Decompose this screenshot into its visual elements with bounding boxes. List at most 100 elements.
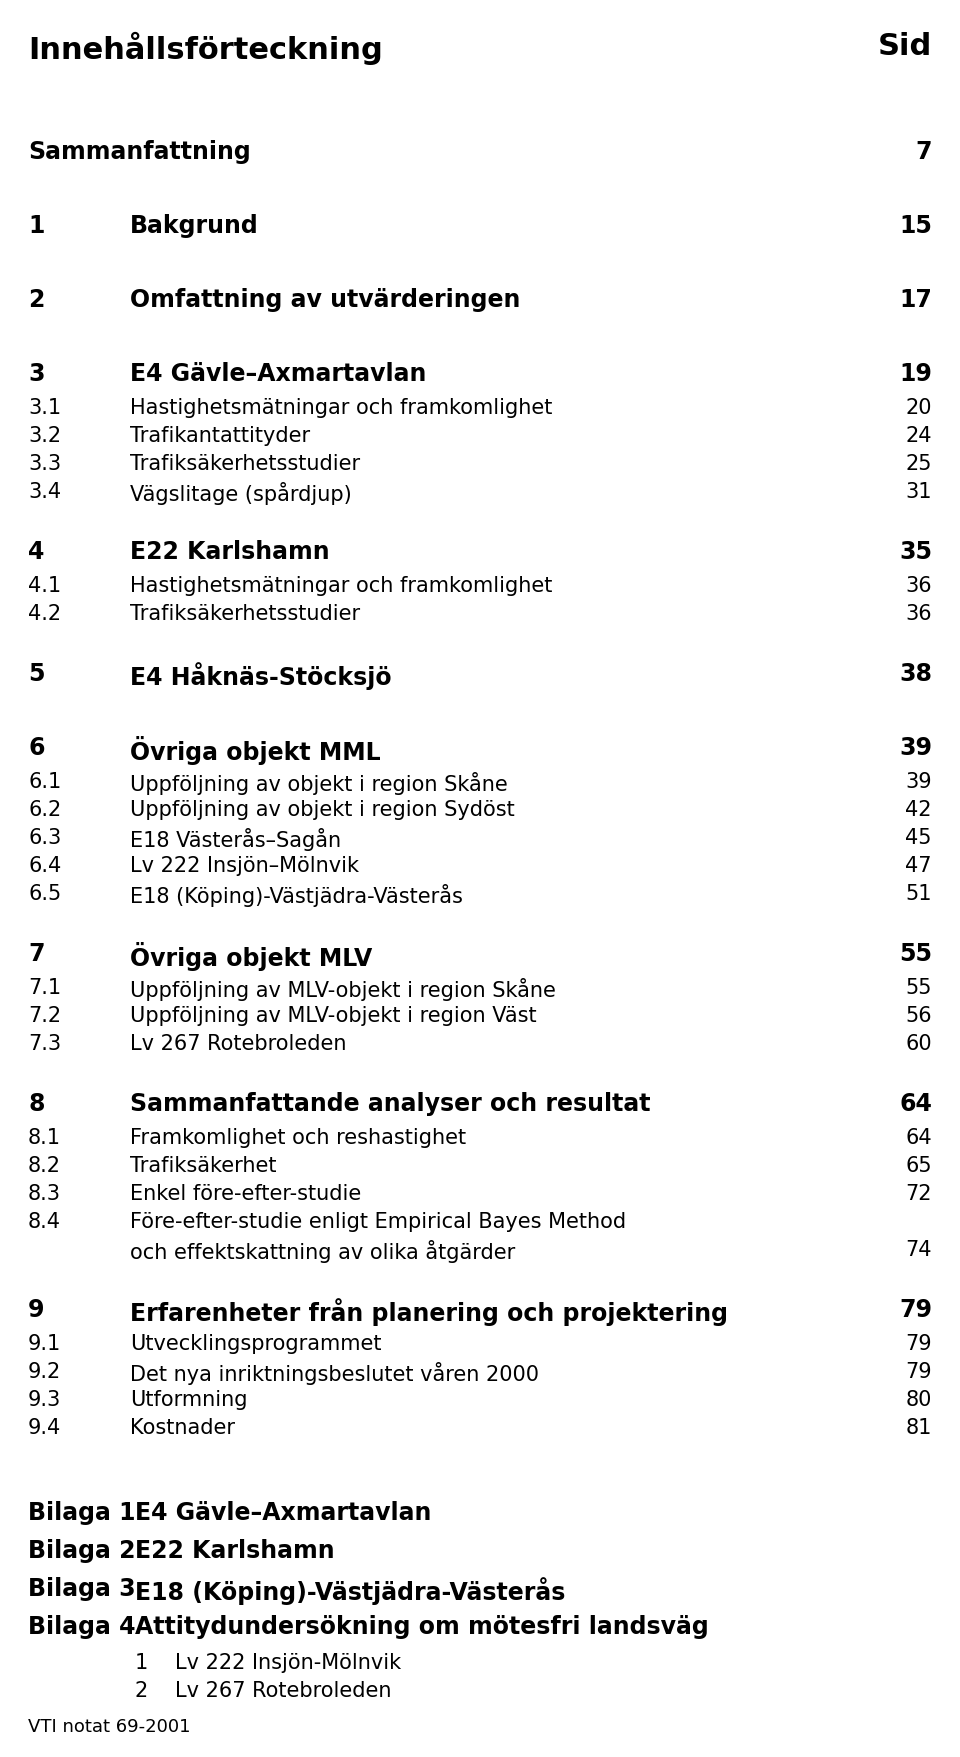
Text: Lv 222 Insjön–Mölnvik: Lv 222 Insjön–Mölnvik xyxy=(130,856,359,875)
Text: 45: 45 xyxy=(905,828,932,847)
Text: 8: 8 xyxy=(28,1091,44,1116)
Text: 74: 74 xyxy=(905,1239,932,1260)
Text: E22 Karlshamn: E22 Karlshamn xyxy=(130,539,329,564)
Text: Sid: Sid xyxy=(877,32,932,61)
Text: Innehållsförteckning: Innehållsförteckning xyxy=(28,32,383,65)
Text: 81: 81 xyxy=(905,1418,932,1437)
Text: 42: 42 xyxy=(905,799,932,819)
Text: E4 Håknäs-Stöcksjö: E4 Håknäs-Stöcksjö xyxy=(130,662,392,689)
Text: 9: 9 xyxy=(28,1297,44,1321)
Text: 8.1: 8.1 xyxy=(28,1128,61,1147)
Text: 35: 35 xyxy=(899,539,932,564)
Text: 7.3: 7.3 xyxy=(28,1033,61,1054)
Text: 65: 65 xyxy=(905,1156,932,1175)
Text: 2: 2 xyxy=(28,288,44,311)
Text: Vägslitage (spårdjup): Vägslitage (spårdjup) xyxy=(130,481,351,504)
Text: Övriga objekt MLV: Övriga objekt MLV xyxy=(130,942,372,970)
Text: 8.2: 8.2 xyxy=(28,1156,61,1175)
Text: E18 (Köping)-Västjädra-Västerås: E18 (Köping)-Västjädra-Västerås xyxy=(130,884,463,907)
Text: 8.3: 8.3 xyxy=(28,1182,61,1204)
Text: 15: 15 xyxy=(900,214,932,237)
Text: 64: 64 xyxy=(905,1128,932,1147)
Text: 8.4: 8.4 xyxy=(28,1211,61,1232)
Text: Hastighetsmätningar och framkomlighet: Hastighetsmätningar och framkomlighet xyxy=(130,397,552,418)
Text: 3.3: 3.3 xyxy=(28,453,61,474)
Text: VTI notat 69-2001: VTI notat 69-2001 xyxy=(28,1717,190,1734)
Text: och effektskattning av olika åtgärder: och effektskattning av olika åtgärder xyxy=(130,1239,516,1262)
Text: 1: 1 xyxy=(135,1652,148,1673)
Text: 9.1: 9.1 xyxy=(28,1334,61,1353)
Text: 47: 47 xyxy=(905,856,932,875)
Text: 80: 80 xyxy=(905,1390,932,1409)
Text: 3.4: 3.4 xyxy=(28,481,61,503)
Text: 3.2: 3.2 xyxy=(28,425,61,446)
Text: 39: 39 xyxy=(899,736,932,759)
Text: Trafiksäkerhetsstudier: Trafiksäkerhetsstudier xyxy=(130,453,360,474)
Text: 6.1: 6.1 xyxy=(28,771,61,792)
Text: 6: 6 xyxy=(28,736,44,759)
Text: 6.2: 6.2 xyxy=(28,799,61,819)
Text: 51: 51 xyxy=(905,884,932,903)
Text: 3.1: 3.1 xyxy=(28,397,61,418)
Text: Bilaga 1: Bilaga 1 xyxy=(28,1500,135,1523)
Text: Framkomlighet och reshastighet: Framkomlighet och reshastighet xyxy=(130,1128,467,1147)
Text: 17: 17 xyxy=(900,288,932,311)
Text: 6.5: 6.5 xyxy=(28,884,61,903)
Text: Omfattning av utvärderingen: Omfattning av utvärderingen xyxy=(130,288,520,311)
Text: 72: 72 xyxy=(905,1182,932,1204)
Text: 64: 64 xyxy=(900,1091,932,1116)
Text: Bakgrund: Bakgrund xyxy=(130,214,259,237)
Text: Uppföljning av objekt i region Skåne: Uppföljning av objekt i region Skåne xyxy=(130,771,508,794)
Text: 55: 55 xyxy=(905,977,932,998)
Text: 4.2: 4.2 xyxy=(28,604,61,624)
Text: Bilaga 4: Bilaga 4 xyxy=(28,1615,135,1638)
Text: 31: 31 xyxy=(905,481,932,503)
Text: Utvecklingsprogrammet: Utvecklingsprogrammet xyxy=(130,1334,381,1353)
Text: E22 Karlshamn: E22 Karlshamn xyxy=(135,1537,335,1562)
Text: 38: 38 xyxy=(899,662,932,685)
Text: 19: 19 xyxy=(900,362,932,387)
Text: 36: 36 xyxy=(905,576,932,596)
Text: Trafiksäkerhetsstudier: Trafiksäkerhetsstudier xyxy=(130,604,360,624)
Text: Bilaga 2: Bilaga 2 xyxy=(28,1537,135,1562)
Text: 7: 7 xyxy=(28,942,44,965)
Text: Övriga objekt MML: Övriga objekt MML xyxy=(130,736,380,764)
Text: 2: 2 xyxy=(135,1680,148,1701)
Text: Hastighetsmätningar och framkomlighet: Hastighetsmätningar och framkomlighet xyxy=(130,576,552,596)
Text: E18 (Köping)-Västjädra-Västerås: E18 (Köping)-Västjädra-Västerås xyxy=(135,1576,565,1604)
Text: Det nya inriktningsbeslutet våren 2000: Det nya inriktningsbeslutet våren 2000 xyxy=(130,1362,539,1385)
Text: 79: 79 xyxy=(905,1362,932,1381)
Text: Trafiksäkerhet: Trafiksäkerhet xyxy=(130,1156,276,1175)
Text: 39: 39 xyxy=(905,771,932,792)
Text: 60: 60 xyxy=(905,1033,932,1054)
Text: 56: 56 xyxy=(905,1005,932,1026)
Text: Före-efter-studie enligt Empirical Bayes Method: Före-efter-studie enligt Empirical Bayes… xyxy=(130,1211,626,1232)
Text: 6.4: 6.4 xyxy=(28,856,61,875)
Text: 4: 4 xyxy=(28,539,44,564)
Text: 79: 79 xyxy=(899,1297,932,1321)
Text: E18 Västerås–Sagån: E18 Västerås–Sagån xyxy=(130,828,341,850)
Text: 3: 3 xyxy=(28,362,44,387)
Text: Enkel före-efter-studie: Enkel före-efter-studie xyxy=(130,1182,361,1204)
Text: E4 Gävle–Axmartavlan: E4 Gävle–Axmartavlan xyxy=(135,1500,431,1523)
Text: Sammanfattning: Sammanfattning xyxy=(28,141,251,163)
Text: Attitydundersökning om mötesfri landsväg: Attitydundersökning om mötesfri landsväg xyxy=(135,1615,708,1638)
Text: 4.1: 4.1 xyxy=(28,576,61,596)
Text: 20: 20 xyxy=(905,397,932,418)
Text: 7: 7 xyxy=(916,141,932,163)
Text: 55: 55 xyxy=(899,942,932,965)
Text: Lv 267 Rotebroleden: Lv 267 Rotebroleden xyxy=(130,1033,347,1054)
Text: Kostnader: Kostnader xyxy=(130,1418,235,1437)
Text: Uppföljning av MLV-objekt i region Väst: Uppföljning av MLV-objekt i region Väst xyxy=(130,1005,537,1026)
Text: 25: 25 xyxy=(905,453,932,474)
Text: Uppföljning av objekt i region Sydöst: Uppföljning av objekt i region Sydöst xyxy=(130,799,515,819)
Text: Erfarenheter från planering och projektering: Erfarenheter från planering och projekte… xyxy=(130,1297,728,1325)
Text: 36: 36 xyxy=(905,604,932,624)
Text: 1: 1 xyxy=(28,214,44,237)
Text: 7.2: 7.2 xyxy=(28,1005,61,1026)
Text: 24: 24 xyxy=(905,425,932,446)
Text: 5: 5 xyxy=(28,662,44,685)
Text: E4 Gävle–Axmartavlan: E4 Gävle–Axmartavlan xyxy=(130,362,426,387)
Text: 79: 79 xyxy=(905,1334,932,1353)
Text: Lv 222 Insjön-Mölnvik: Lv 222 Insjön-Mölnvik xyxy=(175,1652,401,1673)
